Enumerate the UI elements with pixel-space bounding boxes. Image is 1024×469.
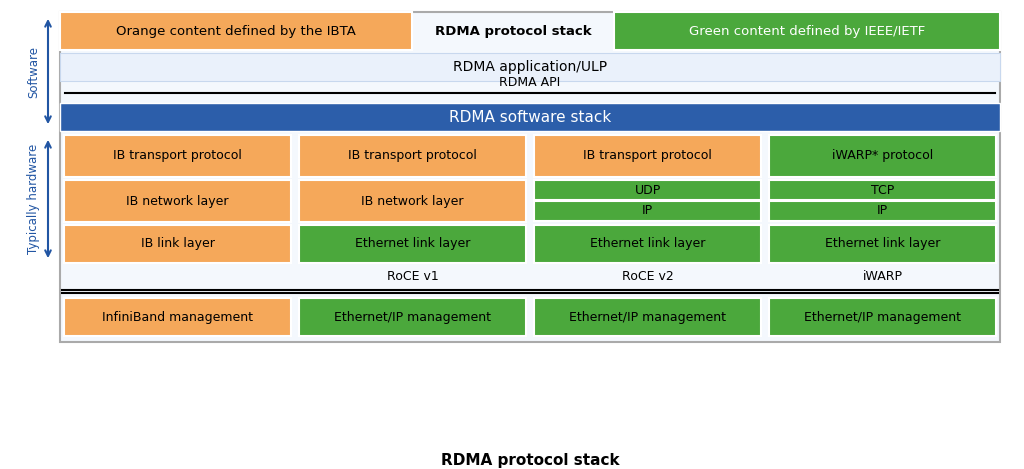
FancyBboxPatch shape xyxy=(534,201,761,221)
Text: Software: Software xyxy=(28,45,41,98)
Text: TCP: TCP xyxy=(870,183,894,197)
Text: Ethernet link layer: Ethernet link layer xyxy=(354,237,470,250)
Text: Green content defined by IEEE/IETF: Green content defined by IEEE/IETF xyxy=(689,24,925,38)
Text: iWARP: iWARP xyxy=(862,270,902,282)
FancyBboxPatch shape xyxy=(60,12,412,50)
FancyBboxPatch shape xyxy=(769,180,996,200)
Text: IP: IP xyxy=(877,204,888,218)
Text: Typically hardware: Typically hardware xyxy=(28,144,41,254)
Text: InfiniBand management: InfiniBand management xyxy=(102,310,253,324)
Text: IB network layer: IB network layer xyxy=(126,195,228,207)
Text: IB link layer: IB link layer xyxy=(140,237,214,250)
Text: Ethernet/IP management: Ethernet/IP management xyxy=(804,310,961,324)
FancyBboxPatch shape xyxy=(769,225,996,263)
FancyBboxPatch shape xyxy=(534,225,761,263)
FancyBboxPatch shape xyxy=(60,53,1000,81)
Text: iWARP* protocol: iWARP* protocol xyxy=(831,150,933,162)
FancyBboxPatch shape xyxy=(63,298,291,336)
FancyBboxPatch shape xyxy=(63,225,291,263)
FancyBboxPatch shape xyxy=(769,201,996,221)
FancyBboxPatch shape xyxy=(299,225,526,263)
FancyBboxPatch shape xyxy=(299,135,526,177)
Text: Ethernet/IP management: Ethernet/IP management xyxy=(569,310,726,324)
FancyBboxPatch shape xyxy=(63,135,291,177)
Text: IB transport protocol: IB transport protocol xyxy=(113,150,242,162)
Text: UDP: UDP xyxy=(635,183,660,197)
Text: RoCE v1: RoCE v1 xyxy=(387,270,438,282)
FancyBboxPatch shape xyxy=(534,180,761,200)
Text: IB transport protocol: IB transport protocol xyxy=(583,150,712,162)
Text: RDMA API: RDMA API xyxy=(500,76,560,89)
Text: IP: IP xyxy=(642,204,653,218)
Text: IB transport protocol: IB transport protocol xyxy=(348,150,477,162)
FancyBboxPatch shape xyxy=(534,298,761,336)
Text: RDMA software stack: RDMA software stack xyxy=(449,109,611,124)
Text: IB network layer: IB network layer xyxy=(361,195,464,207)
FancyBboxPatch shape xyxy=(614,12,1000,50)
FancyBboxPatch shape xyxy=(299,298,526,336)
Text: Ethernet/IP management: Ethernet/IP management xyxy=(334,310,490,324)
FancyBboxPatch shape xyxy=(534,135,761,177)
FancyBboxPatch shape xyxy=(769,298,996,336)
Text: RDMA application/ULP: RDMA application/ULP xyxy=(453,60,607,74)
Text: Orange content defined by the IBTA: Orange content defined by the IBTA xyxy=(116,24,356,38)
Text: RoCE v2: RoCE v2 xyxy=(622,270,674,282)
Text: Ethernet link layer: Ethernet link layer xyxy=(824,237,940,250)
FancyBboxPatch shape xyxy=(60,103,1000,131)
Text: RDMA protocol stack: RDMA protocol stack xyxy=(434,24,591,38)
Text: Ethernet link layer: Ethernet link layer xyxy=(590,237,706,250)
FancyBboxPatch shape xyxy=(60,12,1000,342)
FancyBboxPatch shape xyxy=(299,180,526,222)
Text: RDMA protocol stack: RDMA protocol stack xyxy=(440,453,620,468)
FancyBboxPatch shape xyxy=(769,135,996,177)
FancyBboxPatch shape xyxy=(63,180,291,222)
